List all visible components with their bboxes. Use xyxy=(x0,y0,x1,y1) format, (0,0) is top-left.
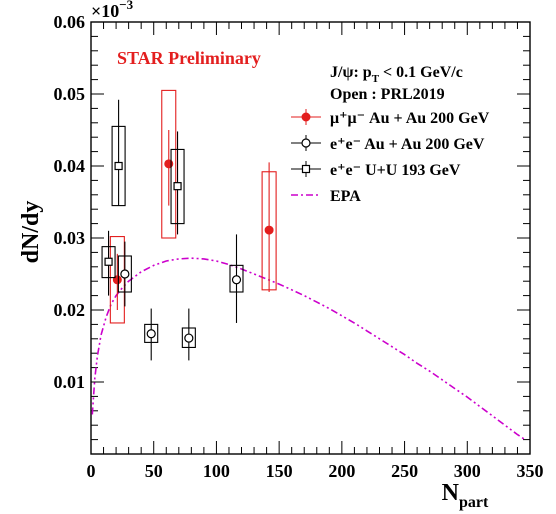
data-point xyxy=(229,234,244,323)
x-tick-label: 350 xyxy=(517,461,544,481)
legend-entry: e⁺e⁻ Au + Au 200 GeV xyxy=(291,135,485,153)
sys-error-box xyxy=(161,89,177,239)
data-point xyxy=(101,230,116,296)
x-tick-label: 50 xyxy=(145,461,163,481)
legend: μ⁺μ⁻ Au + Au 200 GeV e⁺e⁻ Au + Au 200 GeV… xyxy=(291,109,490,205)
y-tick-label: 0.01 xyxy=(54,372,86,392)
y-axis-label: dN/dy xyxy=(18,201,44,264)
legend-label: e⁺e⁻ Au + Au 200 GeV xyxy=(330,136,485,153)
plot-frame xyxy=(90,21,531,455)
x-tick-label: 200 xyxy=(328,461,355,481)
marker-open-square xyxy=(114,161,123,171)
data-point xyxy=(117,241,132,307)
x-tick-label: 0 xyxy=(87,461,96,481)
y-tick-label: 0.03 xyxy=(54,228,86,248)
data-point xyxy=(181,308,196,361)
x-axis-label-subscript: part xyxy=(459,494,489,511)
legend-marker-icon xyxy=(301,164,311,174)
x-tick-label: 300 xyxy=(454,461,481,481)
data-point xyxy=(111,99,126,207)
x-tick-label: 150 xyxy=(266,461,293,481)
legend-label: μ⁺μ⁻ Au + Au 200 GeV xyxy=(330,110,490,127)
x-axis-label: Npart xyxy=(442,480,489,511)
marker-open-square xyxy=(173,182,182,191)
y-tick-label: 0.06 xyxy=(54,12,86,32)
legend-marker-icon xyxy=(301,112,311,122)
y-tick-label: 0.04 xyxy=(54,156,86,176)
legend-label: EPA xyxy=(330,188,361,205)
y-tick-label: 0.02 xyxy=(54,300,86,320)
y-multiplier: ×10−3 xyxy=(91,0,134,21)
legend-entry: EPA xyxy=(291,188,361,205)
data-point xyxy=(109,236,125,324)
data-points xyxy=(101,89,277,361)
marker-open-circle xyxy=(184,333,194,343)
marker-filled-circle xyxy=(264,225,274,235)
data-point xyxy=(261,162,277,292)
legend-label: e⁺e⁻ U+U 193 GeV xyxy=(330,162,461,179)
selection-label: J/ψ: pT < 0.1 GeV/c xyxy=(330,64,463,85)
open-source-label: Open : PRL2019 xyxy=(330,86,445,103)
x-tick-label: 100 xyxy=(203,461,230,481)
selection-label-subscript: T xyxy=(372,73,380,85)
epa-curve-line xyxy=(91,257,526,441)
marker-open-circle xyxy=(146,329,156,339)
marker-open-circle xyxy=(120,269,130,279)
marker-open-circle xyxy=(231,275,242,285)
data-point xyxy=(144,308,159,361)
legend-marker-icon xyxy=(301,138,311,148)
y-tick-labels: 0.01 0.02 0.03 0.04 0.05 0.06 xyxy=(54,12,86,392)
marker-open-square xyxy=(104,257,113,266)
axis-ticks xyxy=(90,21,531,455)
data-point xyxy=(161,89,177,239)
legend-entry: μ⁺μ⁻ Au + Au 200 GeV xyxy=(291,109,490,127)
y-multiplier-exponent: −3 xyxy=(119,0,133,12)
star-preliminary-label: STAR Preliminary xyxy=(117,48,261,68)
epa-curve xyxy=(91,257,526,441)
data-point xyxy=(170,131,185,235)
x-tick-label: 250 xyxy=(391,461,418,481)
legend-entry: e⁺e⁻ U+U 193 GeV xyxy=(291,161,461,179)
x-tick-labels: 0 50 100 150 200 250 300 350 xyxy=(87,461,544,481)
y-tick-label: 0.05 xyxy=(54,84,86,104)
